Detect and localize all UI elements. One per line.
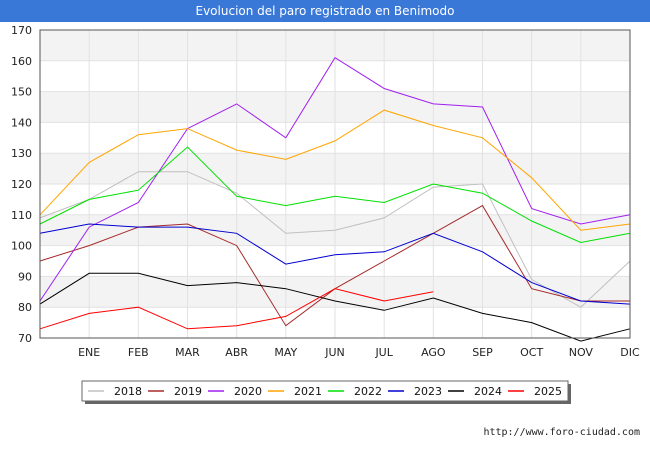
- legend-label-2018: 2018: [114, 385, 142, 398]
- y-tick-label: 120: [11, 178, 32, 191]
- series-lines: [39, 57, 631, 342]
- legend-label-2025: 2025: [534, 385, 562, 398]
- y-tick-label: 150: [11, 86, 32, 99]
- legend-label-2020: 2020: [234, 385, 262, 398]
- footer-credit: http://www.foro-ciudad.com: [483, 427, 640, 438]
- chart-title: Evolucion del paro registrado en Benimod…: [0, 0, 650, 22]
- series-line-2023: [39, 223, 631, 305]
- series-line-2024: [39, 272, 631, 342]
- x-tick-label: ABR: [225, 346, 248, 359]
- series-line-2025: [39, 288, 434, 330]
- x-tick-label: MAR: [175, 346, 200, 359]
- x-tick-label: DIC: [620, 346, 640, 359]
- y-tick-label: 90: [18, 270, 32, 283]
- y-tick-label: 100: [11, 240, 32, 253]
- legend-label-2024: 2024: [474, 385, 502, 398]
- x-tick-label: FEB: [128, 346, 149, 359]
- legend: 2018 2019 2020 2021 2022 2023 2024 2025: [81, 380, 571, 404]
- x-tick-label: JUL: [374, 346, 393, 359]
- x-tick-label: MAY: [274, 346, 297, 359]
- x-tick-label: JUN: [324, 346, 345, 359]
- x-axis-ticks: ENE FEB MAR ABR MAY JUN JUL AGO SEP OCT NOV DIC: [78, 346, 640, 359]
- y-tick-label: 110: [11, 209, 32, 222]
- y-tick-label: 130: [11, 147, 32, 160]
- x-tick-label: AGO: [421, 346, 446, 359]
- x-tick-label: ENE: [78, 346, 100, 359]
- x-tick-label: NOV: [569, 346, 594, 359]
- legend-label-2019: 2019: [174, 385, 202, 398]
- series-line-2020: [39, 57, 631, 302]
- y-tick-label: 80: [18, 301, 32, 314]
- x-tick-label: SEP: [472, 346, 493, 359]
- y-tick-label: 140: [11, 116, 32, 129]
- y-tick-label: 170: [11, 24, 32, 37]
- y-tick-label: 160: [11, 55, 32, 68]
- series-line-2022: [39, 146, 631, 244]
- series-line-2018: [39, 171, 631, 308]
- y-axis-ticks: 70 80 90 100 110 120 130 140 150 160 170: [11, 24, 32, 345]
- legend-label-2022: 2022: [354, 385, 382, 398]
- legend-label-2023: 2023: [414, 385, 442, 398]
- legend-label-2021: 2021: [294, 385, 322, 398]
- y-tick-label: 70: [18, 332, 32, 345]
- series-line-2021: [39, 109, 631, 231]
- x-tick-label: OCT: [520, 346, 543, 359]
- plot-frame: [39, 29, 631, 339]
- legend-box: [81, 380, 569, 402]
